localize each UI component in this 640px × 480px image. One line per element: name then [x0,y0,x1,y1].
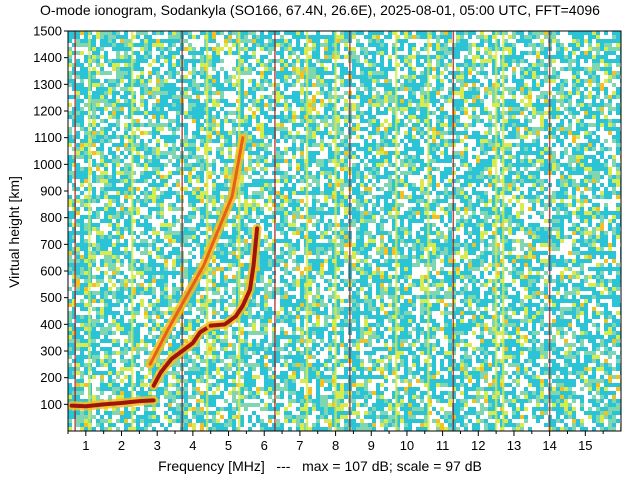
vertical-interference-lines [74,31,551,431]
echo-traces [67,133,262,411]
y-axis-ticks: 100 200 300 400 500 600 700 800 900 1000 1100 1200 1… [33,24,68,412]
x-tick-label: 11 [436,438,450,453]
plot-frame [67,30,622,432]
noise-texture [68,31,621,431]
x-tick-label: 10 [400,438,414,453]
y-tick-label: 1000 [33,157,62,172]
x-tick-label: 9 [368,438,375,453]
y-tick-label: 1500 [33,24,62,39]
x-tick-label: 3 [154,438,161,453]
x-tick-label: 13 [507,438,521,453]
x-tick-label: 2 [118,438,125,453]
x-tick-label: 7 [296,438,303,453]
footer-stats: max = 107 dB; scale = 97 dB [302,458,482,474]
y-tick-label: 700 [40,237,62,252]
trace-f1 [151,323,213,388]
x-tick-label: 15 [578,438,592,453]
y-tick-label: 1300 [33,77,62,92]
trace-f2-second-hop [148,136,245,366]
x-axis-label: Frequency [MHz] [158,458,265,474]
y-tick-label: 1100 [34,130,62,145]
x-tick-label: 4 [189,438,196,453]
y-tick-label: 600 [40,264,62,279]
x-tick-label: 6 [261,438,268,453]
chart-footer: Frequency [MHz] --- max = 107 dB; scale … [0,458,640,474]
y-tick-label: 1400 [33,50,62,65]
trace-e [69,398,156,409]
x-tick-label: 12 [471,438,485,453]
x-tick-label: 5 [225,438,232,453]
x-tick-label: 1 [82,438,89,453]
x-tick-label: 8 [332,438,339,453]
chart-title: O-mode ionogram, Sodankyla (SO166, 67.4N… [40,2,600,18]
y-tick-label: 500 [40,290,62,305]
trace-f2 [208,226,260,328]
y-tick-label: 300 [40,344,62,359]
footer-separator: --- [276,458,291,474]
y-tick-label: 200 [40,370,62,385]
y-tick-label: 800 [40,210,62,225]
x-tick-label: 14 [542,438,556,453]
plot-border [67,30,622,432]
y-tick-label: 100 [40,397,62,412]
y-tick-label: 400 [40,317,62,332]
x-axis-ticks: 1 2 3 4 5 6 7 8 9 10 11 12 13 14 15 [67,431,604,453]
y-tick-label: 1200 [33,104,62,119]
y-tick-label: 900 [40,184,62,199]
